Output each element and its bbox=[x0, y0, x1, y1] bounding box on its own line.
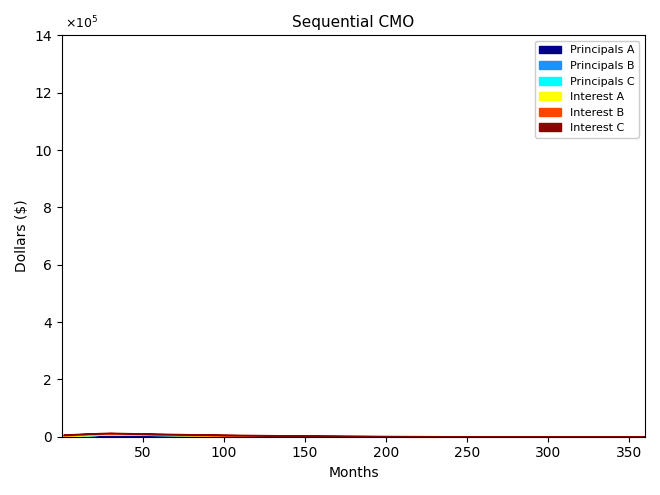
Title: Sequential CMO: Sequential CMO bbox=[292, 15, 414, 30]
X-axis label: Months: Months bbox=[328, 466, 379, 480]
Text: $\times 10^5$: $\times 10^5$ bbox=[65, 15, 98, 31]
Legend: Principals A, Principals B, Principals C, Interest A, Interest B, Interest C: Principals A, Principals B, Principals C… bbox=[535, 41, 640, 138]
Y-axis label: Dollars ($): Dollars ($) bbox=[15, 200, 29, 272]
